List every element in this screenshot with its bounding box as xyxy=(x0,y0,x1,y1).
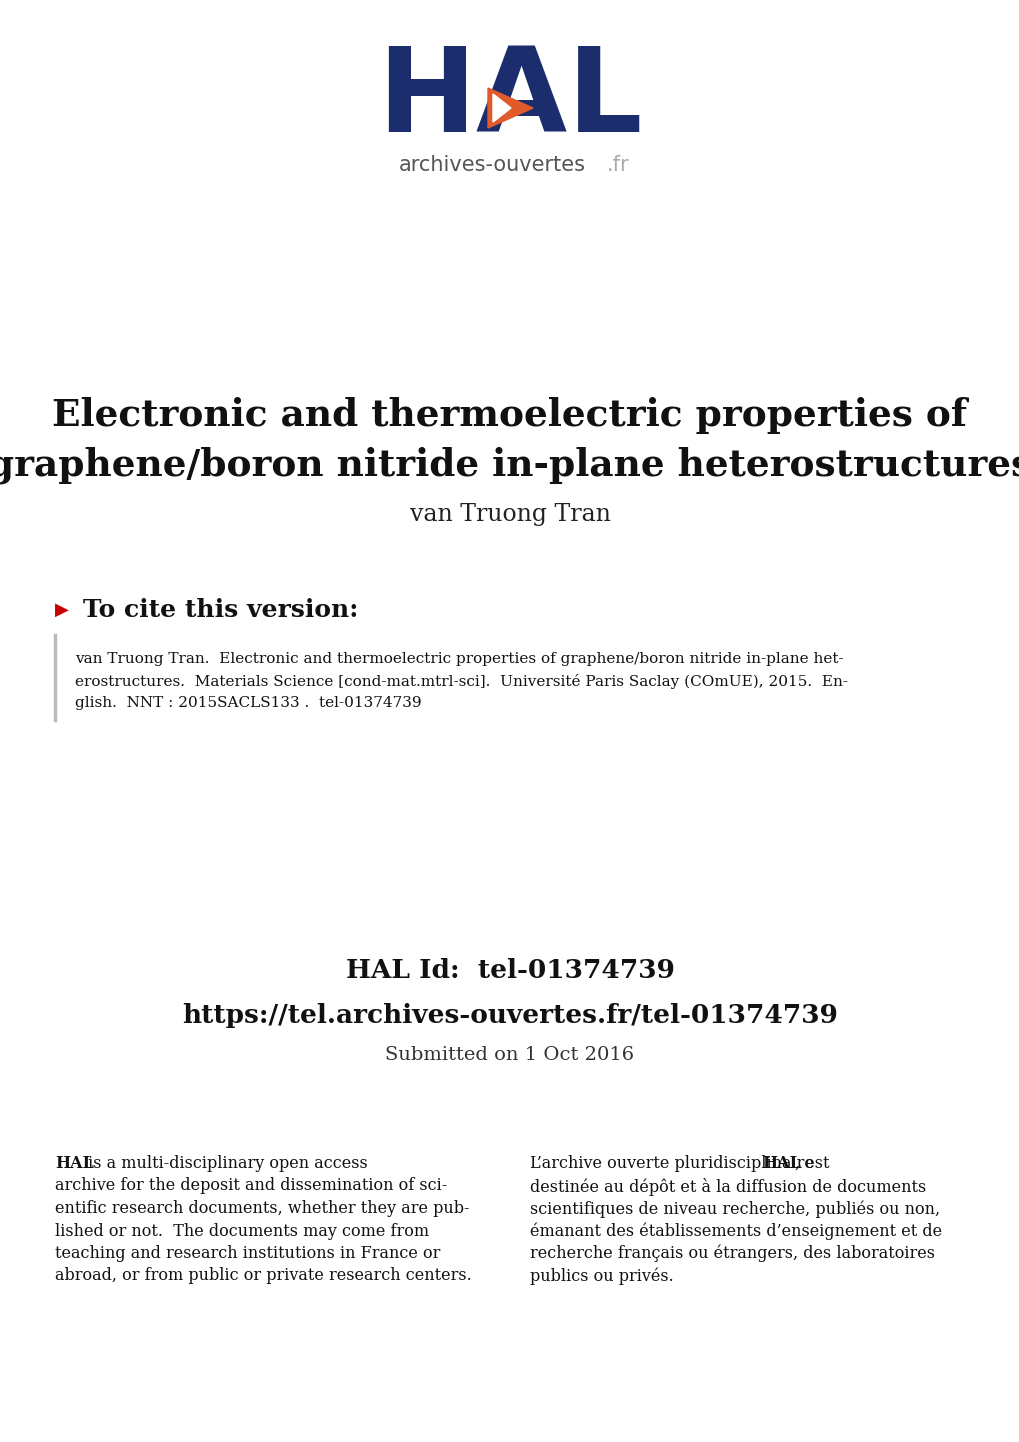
Text: Submitted on 1 Oct 2016: Submitted on 1 Oct 2016 xyxy=(385,1045,634,1064)
Text: is a multi-disciplinary open access: is a multi-disciplinary open access xyxy=(83,1155,368,1172)
Polygon shape xyxy=(487,88,533,128)
Text: graphene/boron nitride in-plane heterostructures: graphene/boron nitride in-plane heterost… xyxy=(0,446,1019,483)
Text: archive for the deposit and dissemination of sci-: archive for the deposit and disseminatio… xyxy=(55,1178,446,1194)
Text: https://tel.archives-ouvertes.fr/tel-01374739: https://tel.archives-ouvertes.fr/tel-013… xyxy=(181,1002,838,1028)
Text: .fr: .fr xyxy=(606,154,629,174)
Text: L’archive ouverte pluridisciplinaire: L’archive ouverte pluridisciplinaire xyxy=(530,1155,818,1172)
Text: émanant des établissements d’enseignement et de: émanant des établissements d’enseignemen… xyxy=(530,1223,942,1240)
Text: teaching and research institutions in France or: teaching and research institutions in Fr… xyxy=(55,1244,440,1262)
Polygon shape xyxy=(492,94,511,123)
Text: abroad, or from public or private research centers.: abroad, or from public or private resear… xyxy=(55,1268,472,1285)
Text: publics ou privés.: publics ou privés. xyxy=(530,1268,674,1285)
Text: scientifiques de niveau recherche, publiés ou non,: scientifiques de niveau recherche, publi… xyxy=(530,1200,940,1217)
Text: To cite this version:: To cite this version: xyxy=(83,598,358,622)
Text: van Truong Tran: van Truong Tran xyxy=(410,503,609,526)
Text: HAL: HAL xyxy=(55,1155,94,1172)
Text: ▶: ▶ xyxy=(55,601,69,619)
Text: HAL Id:  tel-01374739: HAL Id: tel-01374739 xyxy=(345,957,674,982)
Text: destinée au dépôt et à la diffusion de documents: destinée au dépôt et à la diffusion de d… xyxy=(530,1178,925,1195)
Text: recherche français ou étrangers, des laboratoires: recherche français ou étrangers, des lab… xyxy=(530,1244,934,1263)
Text: HAL: HAL xyxy=(377,42,642,157)
Text: archives-ouvertes: archives-ouvertes xyxy=(398,154,585,174)
Text: glish.  NNT : 2015SACLS133 .  tel-01374739: glish. NNT : 2015SACLS133 . tel-01374739 xyxy=(75,696,421,709)
Text: HAL: HAL xyxy=(761,1155,800,1172)
Text: , est: , est xyxy=(794,1155,828,1172)
Text: entific research documents, whether they are pub-: entific research documents, whether they… xyxy=(55,1200,469,1217)
Text: lished or not.  The documents may come from: lished or not. The documents may come fr… xyxy=(55,1223,429,1240)
Text: erostructures.  Materials Science [cond-mat.mtrl-sci].  Université Paris Saclay : erostructures. Materials Science [cond-m… xyxy=(75,673,847,689)
Text: Electronic and thermoelectric properties of: Electronic and thermoelectric properties… xyxy=(52,397,967,434)
Text: van Truong Tran.  Electronic and thermoelectric properties of graphene/boron nit: van Truong Tran. Electronic and thermoel… xyxy=(75,652,843,666)
